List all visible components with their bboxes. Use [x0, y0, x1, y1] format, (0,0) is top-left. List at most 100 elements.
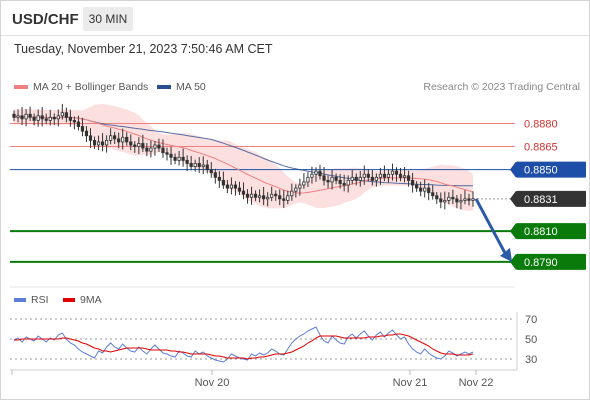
candle-body [270, 193, 274, 198]
level-tag-current [516, 190, 586, 207]
candle-body [290, 190, 294, 197]
candle-body [258, 195, 262, 198]
candle-body [314, 170, 318, 175]
candle-body [358, 176, 362, 181]
candle-body [221, 179, 225, 186]
candle-body [382, 173, 387, 178]
candle-body [213, 172, 217, 178]
candle-body [306, 176, 310, 183]
candle-body [278, 195, 282, 200]
legend-ma50-label: MA 50 [176, 81, 206, 93]
forecast-arrow-head [500, 247, 512, 262]
candle-body [471, 198, 475, 201]
candle-body [233, 184, 238, 189]
level-label-pivot: 0.8850 [524, 165, 558, 177]
candle-body [181, 156, 185, 161]
candle-body [177, 156, 181, 161]
candle-body [463, 198, 467, 201]
candle-body [92, 139, 97, 146]
timeframe-button[interactable]: 30 MIN [83, 7, 133, 31]
candle-body [406, 175, 411, 181]
candle-body [201, 164, 205, 167]
candle-body [12, 113, 16, 118]
candle-body [165, 152, 169, 155]
candle-body [447, 196, 451, 201]
candle-body [100, 141, 105, 146]
candle-body [52, 116, 56, 120]
candle-body [113, 135, 117, 140]
ma9-swatch [63, 298, 75, 303]
candle-body [56, 115, 60, 120]
candle-body [286, 195, 290, 201]
candle-body [193, 163, 197, 167]
rsi-tick-label: 50 [525, 334, 537, 346]
candle-body [439, 198, 443, 203]
forecast-arrow-shaft [474, 198, 508, 256]
candle-body [354, 176, 358, 181]
candle-body [32, 116, 36, 121]
candle-body [117, 138, 121, 143]
candle-body [225, 184, 229, 189]
candle-body [415, 184, 419, 189]
candle-body [330, 176, 334, 183]
candle-body [149, 147, 153, 152]
level-label-resistance: 0.8865 [524, 142, 558, 154]
legend-9ma: 9MA [63, 294, 102, 306]
level-label-support: 0.8810 [524, 226, 558, 238]
candle-body [40, 115, 44, 120]
ma20-swatch [14, 85, 28, 90]
candle-body [129, 141, 133, 146]
candle-body [36, 115, 40, 121]
rsi-tick-label: 70 [525, 314, 537, 326]
candle-body [366, 173, 370, 178]
candle-body [282, 198, 286, 201]
legend-ma20-label: MA 20 + Bollinger Bands [33, 81, 149, 93]
candle-body [262, 195, 266, 200]
candle-body [161, 147, 165, 154]
candle-body [402, 175, 407, 178]
candle-body [84, 130, 89, 137]
candle-body [24, 113, 28, 120]
candle-body [294, 187, 298, 192]
legend-ma50: MA 50 [157, 81, 206, 93]
candle-body [125, 136, 129, 143]
candle-body [374, 176, 378, 181]
candle-body [209, 169, 213, 174]
level-tag-pointer [510, 161, 516, 178]
candle-body [419, 187, 423, 192]
candle-body [455, 198, 459, 203]
candle-body [229, 184, 234, 189]
candle-body [350, 176, 354, 181]
candle-body [427, 187, 431, 194]
candle-body [245, 193, 250, 198]
candle-body [64, 112, 68, 118]
level-tag-pointer [510, 190, 516, 207]
candle-body [237, 187, 242, 192]
candle-body [423, 187, 427, 192]
candle-body [326, 179, 330, 183]
candle-body [60, 112, 64, 117]
candle-body [394, 170, 399, 175]
candle-body [169, 153, 173, 158]
candle-body [338, 179, 342, 184]
candle-body [370, 176, 374, 181]
candle-body [76, 121, 81, 127]
candle-body [157, 144, 161, 149]
level-tag-support [516, 223, 586, 240]
candle-body [153, 144, 157, 149]
candle-body [431, 192, 435, 197]
level-tag-support [516, 253, 586, 270]
candle-body [28, 113, 32, 118]
level-label-current: 0.8831 [524, 194, 558, 206]
candle-body [390, 170, 395, 175]
candle-body [217, 176, 221, 181]
rsi-swatch [14, 298, 26, 303]
level-label-resistance: 0.8880 [524, 118, 558, 130]
x-tick-label: Nov 21 [393, 377, 428, 389]
datetime-label: Tuesday, November 21, 2023 7:50:46 AM CE… [14, 42, 273, 56]
candle-body [302, 181, 306, 186]
candle-body [443, 199, 447, 203]
header-divider [1, 35, 589, 36]
candle-body [274, 193, 278, 197]
